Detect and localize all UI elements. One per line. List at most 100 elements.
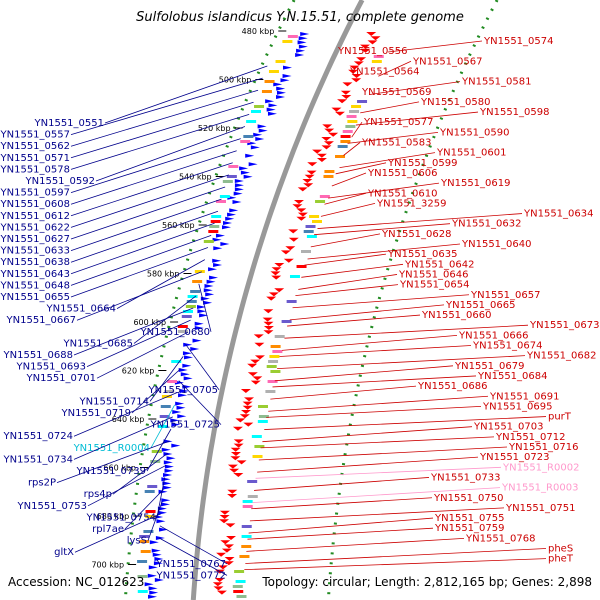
ruler-tick-label: 500 kbp	[219, 76, 252, 85]
forward-gene-label: YN1551_0673	[529, 320, 600, 331]
cog-category-block	[167, 380, 178, 383]
forward-label-leader	[378, 60, 412, 77]
reverse-gene-arrow	[282, 74, 292, 78]
forward-gene-label: pheT	[548, 554, 574, 565]
cog-category-block	[171, 360, 182, 363]
forward-label-leader	[339, 152, 436, 169]
forward-gene-arrow	[306, 170, 317, 175]
forward-gene-arrow	[263, 326, 274, 330]
forward-gene-arrow	[302, 179, 313, 183]
forward-label-leader	[314, 223, 451, 236]
forward-gene-label: YN1551_0703	[473, 422, 544, 433]
forward-gene-arrow	[337, 99, 348, 104]
cog-category-block	[305, 225, 316, 228]
forward-gene-arrow	[230, 447, 241, 452]
forward-gene-label: YN1551_0583	[361, 138, 432, 149]
cog-category-block	[257, 405, 268, 408]
cog-category-block	[357, 100, 368, 103]
reverse-gene-label: YN1551_0612	[0, 211, 70, 222]
reverse-gene-arrow	[160, 502, 170, 507]
ruler-tick-label: 600 kbp	[133, 318, 166, 327]
forward-gene-label: purT	[548, 412, 572, 423]
cog-category-block	[203, 240, 214, 243]
reverse-gene-arrow	[212, 237, 222, 242]
forward-gene-arrow	[254, 355, 265, 360]
reverse-label-leader	[86, 319, 191, 367]
forward-gene-arrow	[233, 443, 244, 448]
cog-category-block	[337, 145, 348, 148]
forward-gene-arrow	[274, 288, 285, 293]
reverse-label-leader	[147, 501, 163, 541]
forward-gene-arrow	[225, 523, 236, 528]
forward-label-leader	[310, 233, 381, 248]
forward-gene-label: YN1551_0581	[461, 77, 532, 88]
forward-label-leader	[257, 456, 479, 473]
cog-category-block	[208, 230, 219, 233]
reverse-gene-arrow	[149, 590, 159, 595]
forward-label-leader	[262, 426, 473, 443]
reverse-gene-arrow	[163, 460, 173, 465]
cog-category-block	[177, 325, 188, 328]
forward-label-leader	[274, 365, 454, 382]
forward-label-leader	[343, 142, 361, 156]
forward-label-leader	[247, 527, 434, 540]
cog-category-block	[233, 590, 244, 593]
reverse-gene-arrow	[276, 86, 286, 91]
forward-gene-arrow	[270, 271, 281, 276]
reverse-gene-label: YN1551_0571	[0, 153, 70, 164]
forward-gene-arrow	[323, 141, 334, 146]
cog-category-block	[319, 195, 330, 198]
reverse-label-leader	[70, 89, 259, 147]
cog-category-block	[160, 405, 171, 408]
cog-category-block	[241, 535, 252, 538]
forward-gene-arrow	[229, 468, 240, 473]
forward-gene-arrow	[235, 418, 246, 423]
forward-gene-arrow	[221, 548, 232, 553]
reverse-gene-arrow	[177, 414, 187, 419]
forward-gene-arrow	[283, 258, 294, 263]
reverse-label-leader	[133, 295, 197, 344]
forward-label-leader	[335, 162, 387, 175]
reverse-gene-arrow	[209, 275, 219, 280]
reverse-gene-label: YN1551_0714	[79, 396, 150, 407]
forward-label-leader	[387, 40, 483, 53]
cog-category-block	[215, 200, 226, 203]
forward-gene-label: YN1551_0556	[337, 46, 408, 57]
forward-gene-arrow	[213, 586, 224, 591]
reverse-gene-arrow	[212, 258, 222, 263]
forward-label-leader	[328, 182, 440, 199]
reverse-label-leader	[76, 271, 202, 321]
forward-label-leader	[331, 172, 367, 187]
ruler-tick-label: 640 kbp	[112, 415, 145, 424]
reverse-gene-arrow	[178, 393, 188, 398]
cog-category-block	[222, 180, 233, 183]
forward-gene-arrow	[340, 90, 351, 95]
reverse-gene-arrow	[154, 578, 164, 582]
reverse-gene-arrow	[149, 540, 159, 545]
forward-gene-arrow	[296, 208, 307, 213]
reverse-gene-label: rpl7ae	[92, 524, 124, 535]
reverse-gene-arrow	[283, 65, 293, 70]
forward-gene-label: YN1551_0759	[434, 523, 505, 534]
forward-gene-arrow	[356, 57, 367, 62]
forward-gene-label: YN1551_0733	[430, 472, 501, 483]
forward-label-leader	[266, 406, 482, 418]
forward-gene-arrow	[360, 48, 371, 53]
forward-label-leader	[272, 375, 477, 388]
reverse-label-leader	[158, 537, 228, 576]
forward-gene-arrow	[316, 153, 327, 158]
reverse-gene-arrow	[180, 372, 190, 377]
forward-gene-arrow	[334, 111, 345, 116]
reverse-gene-arrow	[258, 128, 268, 133]
forward-gene-arrow	[225, 536, 236, 540]
reverse-gene-label: YN1551_0643	[0, 269, 70, 280]
cog-category-block	[287, 35, 298, 38]
forward-gene-arrow	[263, 321, 274, 326]
reverse-label-leader	[70, 77, 263, 135]
reverse-gene-label: YN1551_0557	[0, 130, 70, 141]
reverse-label-leader	[146, 428, 172, 472]
forward-gene-arrow	[353, 61, 364, 66]
cog-category-block	[311, 220, 322, 223]
forward-gene-arrow	[370, 36, 381, 41]
